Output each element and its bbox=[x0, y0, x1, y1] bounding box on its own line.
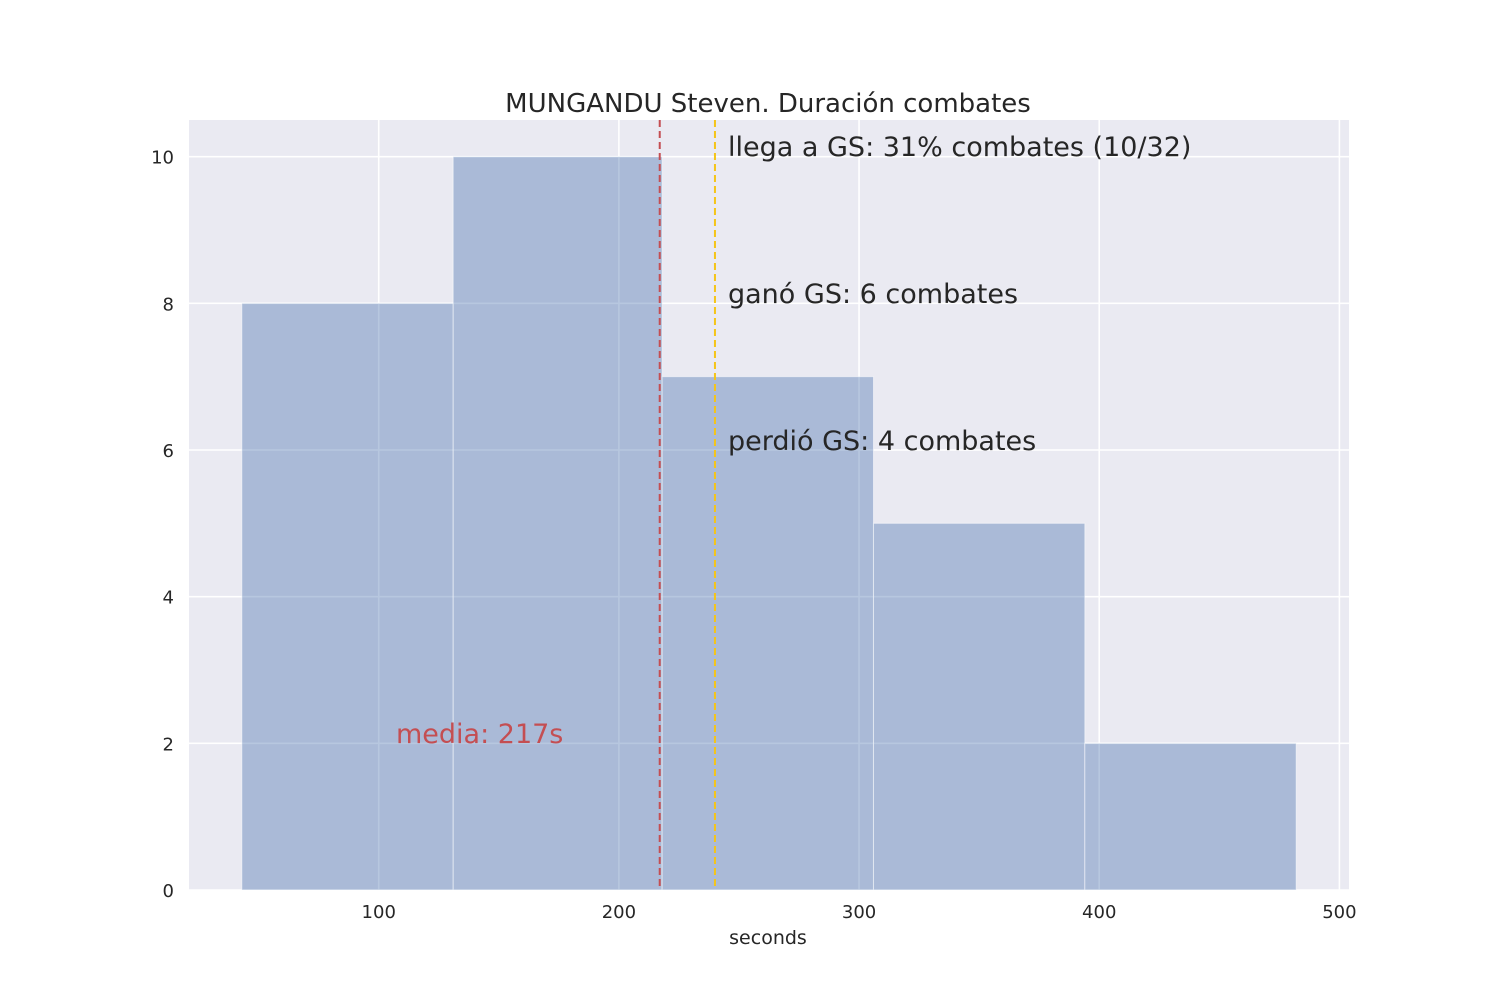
annotation-gs-won: ganó GS: 6 combates bbox=[728, 279, 1018, 310]
histogram-bars bbox=[241, 156, 1297, 891]
y-tick-label-2: 2 bbox=[163, 734, 174, 755]
chart-title: MUNGANDU Steven. Duración combates bbox=[505, 89, 1031, 119]
histogram-bar-4 bbox=[872, 522, 1086, 891]
x-tick-label-200: 200 bbox=[602, 902, 636, 923]
histogram-bar-3 bbox=[661, 376, 874, 891]
y-tick-label-6: 6 bbox=[163, 441, 174, 462]
y-tick-label-4: 4 bbox=[163, 588, 174, 609]
grid-lines bbox=[189, 120, 1349, 891]
annotation-gs-lost: perdió GS: 4 combates bbox=[728, 426, 1036, 457]
y-tick-label-10: 10 bbox=[151, 148, 174, 169]
x-tick-label-100: 100 bbox=[362, 902, 396, 923]
x-tick-label-500: 500 bbox=[1322, 902, 1356, 923]
annotation-gs-reach: llega a GS: 31% combates (10/32) bbox=[728, 132, 1191, 163]
x-axis-label: seconds bbox=[729, 927, 807, 949]
y-tick-labels: 0 2 4 6 8 10 bbox=[151, 148, 174, 902]
y-tick-label-0: 0 bbox=[163, 881, 174, 902]
histogram-bar-5 bbox=[1084, 742, 1297, 891]
reference-lines bbox=[658, 120, 716, 890]
x-tick-label-300: 300 bbox=[842, 902, 876, 923]
plot-background bbox=[189, 120, 1349, 890]
annotation-mean: media: 217s bbox=[396, 719, 563, 750]
y-tick-label-8: 8 bbox=[163, 294, 174, 315]
x-tick-label-400: 400 bbox=[1082, 902, 1116, 923]
histogram-bar-2 bbox=[452, 156, 663, 891]
histogram-bar-1 bbox=[241, 302, 454, 891]
x-tick-labels: 100 200 300 400 500 bbox=[362, 902, 1357, 923]
